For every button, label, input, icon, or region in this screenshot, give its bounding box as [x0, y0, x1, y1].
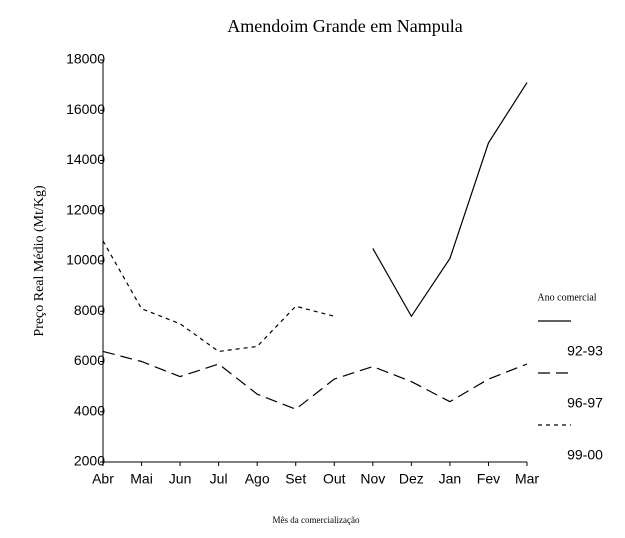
x-tick-label: Jun [169, 471, 192, 487]
x-tick-label: Mai [130, 471, 153, 487]
line-series [102, 240, 335, 353]
x-tick-label: Jul [210, 471, 228, 487]
x-tick-label: Abr [92, 471, 114, 487]
y-tick-label: 10000 [66, 252, 105, 268]
line-series [102, 350, 528, 410]
x-tick-label: Fev [477, 471, 500, 487]
line-series [372, 82, 528, 318]
x-tick-label: Dez [399, 471, 424, 487]
y-tick-label: 2000 [74, 453, 105, 469]
x-tick-label: Jan [439, 471, 462, 487]
x-tick-label: Out [323, 471, 346, 487]
y-tick-label: 8000 [74, 302, 105, 318]
y-tick-label: 14000 [66, 151, 105, 167]
y-axis-label: Preço Real Médio (Mt/Kg) [32, 185, 47, 337]
legend-label: 96-97 [567, 395, 603, 411]
legend-label: 99-00 [567, 447, 603, 463]
y-tick-label: 4000 [74, 402, 105, 418]
y-tick-label: 16000 [66, 101, 105, 117]
x-tick-label: Set [285, 471, 306, 487]
y-tick-label: 18000 [66, 51, 105, 67]
chart-title: Amendoim Grande em Nampula [227, 16, 462, 36]
x-tick-label: Nov [360, 471, 385, 487]
y-tick-label: 6000 [74, 352, 105, 368]
x-axis-label: Mês da comercialização [273, 515, 360, 525]
y-tick-label: 12000 [66, 201, 105, 217]
legend-title: Ano comercial [537, 292, 596, 303]
legend-label: 92-93 [567, 343, 603, 359]
x-tick-label: Ago [245, 471, 270, 487]
x-tick-label: Mar [515, 471, 539, 487]
